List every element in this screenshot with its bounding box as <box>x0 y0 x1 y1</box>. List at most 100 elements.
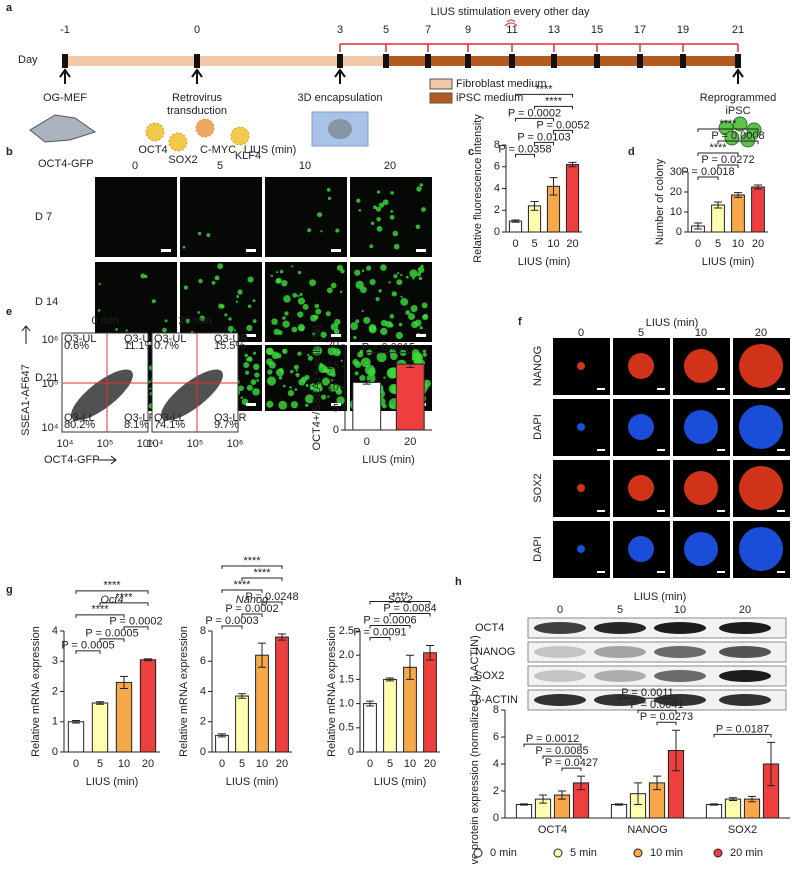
fibroblast-bar <box>65 56 386 66</box>
label: 15 <box>327 360 339 372</box>
colony <box>418 276 423 281</box>
bracket <box>515 153 535 158</box>
label: 20 <box>424 758 436 770</box>
label: Reprogrammed <box>700 92 776 104</box>
label: SSEA1-AF647 <box>20 364 32 436</box>
band <box>719 694 771 706</box>
colony <box>336 350 341 355</box>
colony <box>293 364 299 370</box>
label: OCT4 <box>138 144 167 156</box>
micrograph <box>180 177 262 257</box>
colony <box>354 269 361 276</box>
label: 0 <box>512 238 518 250</box>
colony <box>330 282 337 289</box>
label: D 14 <box>35 296 58 308</box>
bar <box>508 220 523 233</box>
colony <box>185 318 191 324</box>
label: P = 0.0015 <box>362 342 415 354</box>
colony <box>282 316 286 320</box>
colony <box>419 183 424 187</box>
band <box>534 622 586 634</box>
label: NANOG <box>532 346 544 386</box>
bar <box>91 702 109 753</box>
colony <box>361 269 365 273</box>
colony <box>227 325 234 332</box>
label: LIUS (min) <box>374 776 427 788</box>
event-cloud <box>161 369 223 421</box>
colony <box>390 209 394 213</box>
label: a <box>6 2 13 14</box>
colony <box>335 388 343 395</box>
colony <box>312 332 316 336</box>
label: 5 <box>638 327 644 339</box>
label: 21 <box>732 24 744 36</box>
scale-bar <box>777 510 785 512</box>
colony <box>297 297 306 305</box>
scale-bar <box>331 403 341 406</box>
label: LIUS (min) <box>702 256 755 268</box>
legend-marker <box>473 848 483 858</box>
label: LIUS (min) <box>86 776 139 788</box>
micrograph <box>95 177 177 257</box>
colony <box>628 536 654 562</box>
colony <box>275 368 285 377</box>
colony <box>378 202 385 208</box>
colony <box>405 275 409 279</box>
error-bar <box>568 161 577 168</box>
colony <box>247 357 253 363</box>
error-bar <box>748 795 756 803</box>
colony <box>739 344 783 388</box>
colony <box>376 352 387 363</box>
colony <box>313 314 319 320</box>
label: P = 0.0005 <box>85 628 138 640</box>
colony <box>415 224 421 230</box>
band <box>534 646 586 658</box>
label: 10⁵ <box>97 438 114 450</box>
label: **** <box>535 83 553 95</box>
label: 7 <box>425 24 431 36</box>
label: 0.5 <box>339 722 354 734</box>
label: P = 0.0358 <box>498 143 551 155</box>
band <box>594 694 646 706</box>
label: P = 0.0012 <box>526 733 579 745</box>
arrow <box>59 68 71 84</box>
label: 5 <box>387 758 393 770</box>
colony <box>411 320 419 329</box>
colony <box>236 295 240 298</box>
label: 9 <box>465 24 471 36</box>
colony <box>289 386 292 389</box>
bracket <box>221 589 263 594</box>
label: Q3-UL <box>64 333 96 345</box>
label: P = 0.0091 <box>353 626 406 638</box>
label: D 21 <box>35 372 58 384</box>
colony <box>245 370 250 375</box>
day-tick <box>509 54 515 68</box>
scale-bar <box>331 249 341 252</box>
label: b <box>6 146 13 158</box>
colony <box>243 361 250 368</box>
bracket <box>515 117 554 122</box>
colony <box>422 379 431 388</box>
label: Sox2 <box>387 594 412 606</box>
bar <box>215 734 229 753</box>
error-bar <box>366 700 374 707</box>
colony <box>279 269 284 274</box>
colony <box>147 380 151 384</box>
scale-bar <box>416 249 426 252</box>
bracket <box>123 626 149 630</box>
label: 20 <box>566 238 578 250</box>
bracket <box>534 105 573 110</box>
label: d <box>628 146 635 158</box>
colony <box>162 327 167 333</box>
colony <box>266 358 273 366</box>
bar <box>115 681 133 753</box>
bracket <box>99 602 149 606</box>
label: LIUS (min) <box>244 144 297 156</box>
colony <box>577 423 585 431</box>
bar <box>395 363 425 431</box>
label: 10⁵ <box>187 438 204 450</box>
label: β-ACTIN <box>475 694 518 706</box>
colony <box>577 484 585 492</box>
bracket <box>366 352 411 356</box>
bracket <box>697 128 759 132</box>
